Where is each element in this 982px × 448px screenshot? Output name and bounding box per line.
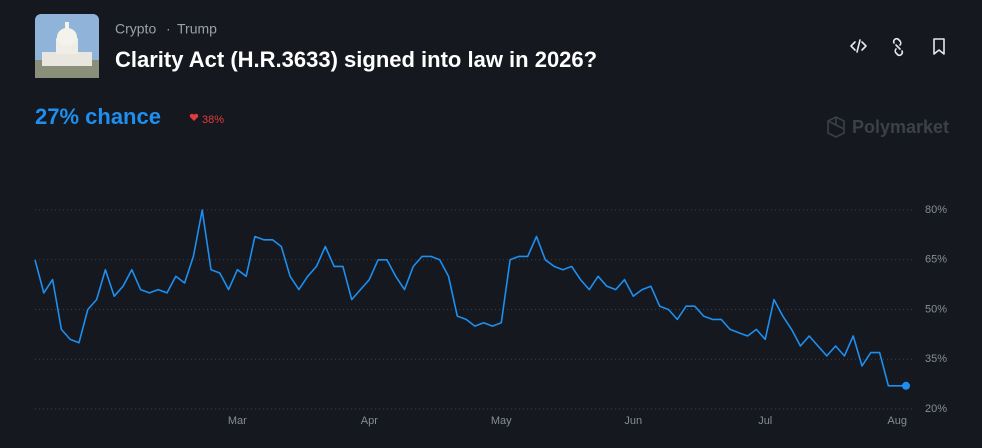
- brand-logo: [827, 116, 845, 138]
- y-tick-label: 35%: [925, 353, 947, 365]
- embed-icon[interactable]: [850, 39, 867, 53]
- line: [34, 209, 906, 387]
- down-icon: [189, 113, 199, 121]
- end-dot: [902, 381, 910, 390]
- thumbnail: [35, 14, 99, 78]
- y-tick-label: 50%: [925, 303, 947, 315]
- breadcrumb[interactable]: Crypto: [115, 21, 156, 37]
- brand: Polymarket: [852, 117, 949, 137]
- link-icon[interactable]: [892, 37, 904, 57]
- x-tick-label: Apr: [361, 415, 378, 427]
- x-tick-label: Aug: [887, 415, 907, 427]
- x-tick-label: May: [491, 415, 512, 427]
- x-tick-label: Jul: [758, 415, 772, 427]
- x-tick-label: Jun: [624, 415, 642, 427]
- separator: ·: [166, 21, 171, 37]
- breadcrumb[interactable]: Trump: [177, 21, 217, 37]
- bookmark-icon[interactable]: [933, 38, 945, 55]
- chance: 27% chance: [35, 104, 161, 129]
- y-tick-label: 80%: [925, 204, 947, 216]
- change: 38%: [202, 114, 224, 126]
- x-tick-label: Mar: [228, 415, 247, 427]
- y-tick-label: 20%: [925, 403, 947, 415]
- y-tick-label: 65%: [925, 254, 947, 266]
- chart-title: Clarity Act (H.R.3633) signed into law i…: [115, 47, 597, 72]
